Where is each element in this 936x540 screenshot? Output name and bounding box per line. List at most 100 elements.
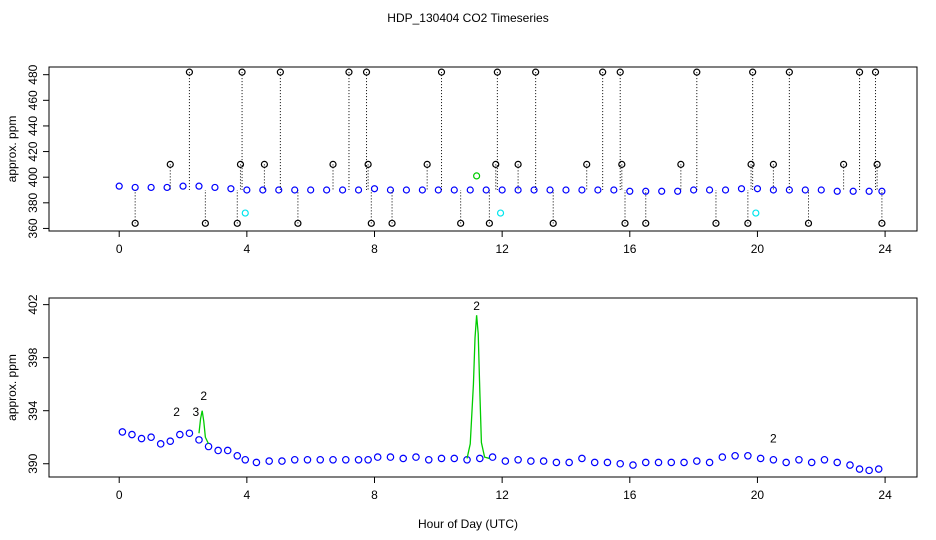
- data-point: [514, 186, 522, 194]
- data-point: [756, 454, 765, 463]
- data-point: [259, 186, 267, 194]
- data-point: [163, 183, 171, 192]
- data-point: [241, 209, 249, 217]
- data-point: [492, 160, 500, 168]
- point-annotation: 2: [770, 432, 777, 446]
- data-point: [731, 451, 739, 460]
- point-annotation: 2: [473, 299, 480, 313]
- data-point: [594, 186, 602, 194]
- data-point: [278, 457, 286, 465]
- data-point: [705, 458, 714, 467]
- data-point: [137, 434, 146, 443]
- data-point: [241, 455, 250, 464]
- data-point: [276, 68, 284, 76]
- x-tick-label: 0: [116, 242, 123, 256]
- data-point: [514, 455, 522, 464]
- x-tick-label: 24: [878, 488, 892, 502]
- data-point: [629, 461, 637, 469]
- data-point: [260, 160, 269, 168]
- data-point: [849, 187, 857, 195]
- data-point: [744, 219, 752, 227]
- data-point: [565, 458, 573, 467]
- data-point: [211, 183, 219, 192]
- data-point: [265, 457, 273, 465]
- data-point: [437, 68, 446, 76]
- y-tick-label: 480: [26, 64, 40, 84]
- data-point: [450, 186, 458, 194]
- data-point: [243, 186, 251, 194]
- data-point: [878, 219, 886, 227]
- x-tick-label: 4: [244, 242, 251, 256]
- data-point: [817, 186, 825, 194]
- x-tick-label: 12: [495, 488, 509, 502]
- data-point: [233, 219, 241, 227]
- data-point: [616, 68, 624, 76]
- data-point: [362, 68, 371, 76]
- data-point: [223, 446, 232, 455]
- data-point: [712, 219, 720, 227]
- data-point: [166, 437, 175, 446]
- series-line: [466, 315, 490, 460]
- data-point: [388, 219, 396, 227]
- data-point: [654, 458, 663, 467]
- data-point: [412, 453, 420, 461]
- data-point: [424, 455, 433, 464]
- data-point: [485, 219, 493, 227]
- data-point: [705, 186, 714, 194]
- data-point: [195, 436, 203, 444]
- data-point: [804, 219, 813, 227]
- data-point: [747, 160, 755, 168]
- data-point: [658, 187, 666, 195]
- x-tick-label: 12: [495, 242, 509, 256]
- data-point: [115, 182, 123, 190]
- data-point: [345, 68, 353, 76]
- data-point: [290, 455, 299, 464]
- data-point: [721, 186, 730, 194]
- data-point: [354, 186, 363, 194]
- data-point: [578, 454, 586, 463]
- data-point: [674, 187, 682, 195]
- data-point: [236, 160, 245, 168]
- data-point: [641, 458, 650, 467]
- data-point: [370, 185, 379, 193]
- data-point: [807, 458, 816, 467]
- data-point: [578, 186, 586, 194]
- data-point: [227, 185, 235, 193]
- y-tick-label: 460: [26, 90, 40, 110]
- x-tick-label: 8: [371, 488, 378, 502]
- data-point: [498, 186, 506, 194]
- y-tick-label: 398: [26, 347, 40, 367]
- point-annotation: 2: [200, 389, 207, 403]
- data-point: [616, 459, 625, 468]
- x-axis-label: Hour of Day (UTC): [418, 517, 518, 531]
- data-point: [621, 219, 629, 227]
- data-point: [434, 186, 442, 194]
- data-point: [418, 186, 426, 194]
- data-point: [874, 465, 883, 473]
- data-point: [179, 182, 187, 190]
- data-point: [329, 160, 337, 168]
- data-point: [195, 182, 203, 190]
- data-point: [833, 187, 841, 195]
- data-point: [316, 455, 325, 464]
- y-tick-label: 380: [26, 192, 40, 212]
- plot-frame: [48, 66, 918, 232]
- x-tick-label: 0: [116, 488, 123, 502]
- data-point: [737, 185, 746, 193]
- data-point: [338, 186, 347, 194]
- figure-title: HDP_130404 CO2 Timeseries: [387, 11, 548, 25]
- data-point: [539, 457, 548, 465]
- data-point: [549, 219, 557, 227]
- data-point: [865, 466, 873, 475]
- data-point: [291, 186, 299, 194]
- data-point: [744, 451, 752, 460]
- data-point: [275, 186, 283, 194]
- data-point: [833, 458, 842, 467]
- data-point: [496, 209, 505, 217]
- data-point: [753, 185, 762, 193]
- data-point: [131, 219, 139, 227]
- data-point: [865, 187, 873, 195]
- data-point: [402, 186, 411, 194]
